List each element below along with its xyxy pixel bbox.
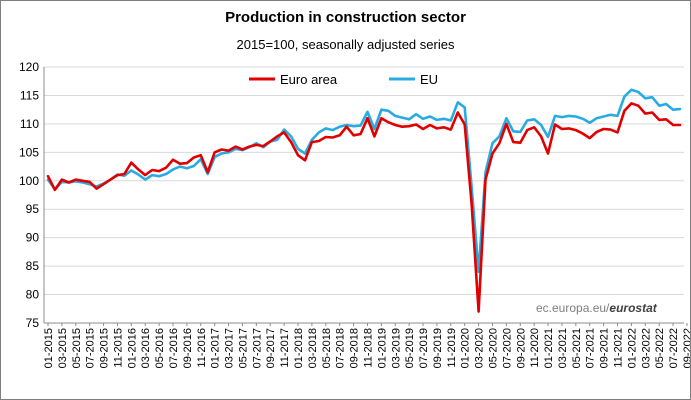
x-tick-label-01-2019: 01-2019 xyxy=(376,328,388,368)
x-tick-label-03-2020: 03-2020 xyxy=(474,328,486,368)
y-tick-label-75: 75 xyxy=(26,316,40,330)
x-tick-label-01-2017: 01-2017 xyxy=(210,328,222,368)
x-tick-label-09-2017: 09-2017 xyxy=(265,328,277,368)
series-line-euro-area xyxy=(46,102,682,313)
x-tick-label-03-2018: 03-2018 xyxy=(307,328,319,368)
x-tick-label-05-2017: 05-2017 xyxy=(237,328,249,368)
x-tick-label-01-2015: 01-2015 xyxy=(43,328,55,368)
x-tick-label-01-2022: 01-2022 xyxy=(626,328,638,368)
source-credit-brand: eurostat xyxy=(609,301,657,315)
x-tick-label-09-2022: 09-2022 xyxy=(682,328,690,368)
x-tick-label-03-2017: 03-2017 xyxy=(224,328,236,368)
x-tick-label-11-2016: 11-2016 xyxy=(196,328,208,368)
x-tick-label-09-2020: 09-2020 xyxy=(515,328,527,368)
y-tick-label-115: 115 xyxy=(20,88,39,102)
x-tick-label-07-2016: 07-2016 xyxy=(168,328,180,368)
x-tick-label-07-2015: 07-2015 xyxy=(85,328,97,368)
x-tick-label-07-2022: 07-2022 xyxy=(668,328,680,368)
y-tick-label-110: 110 xyxy=(20,117,39,131)
y-tick-label-105: 105 xyxy=(19,145,39,159)
x-tick-label-09-2019: 09-2019 xyxy=(432,328,444,368)
x-tick-label-01-2016: 01-2016 xyxy=(126,328,138,368)
x-tick-label-07-2019: 07-2019 xyxy=(418,328,430,368)
x-tick-label-01-2018: 01-2018 xyxy=(293,328,305,368)
x-tick-label-01-2021: 01-2021 xyxy=(543,328,555,368)
x-tick-label-05-2016: 05-2016 xyxy=(154,328,166,368)
x-tick-label-11-2015: 11-2015 xyxy=(112,328,124,368)
legend-label-euro-area: Euro area xyxy=(280,72,338,87)
x-tick-label-03-2016: 03-2016 xyxy=(140,328,152,368)
y-tick-label-90: 90 xyxy=(26,231,40,245)
x-tick-label-07-2018: 07-2018 xyxy=(335,328,347,368)
x-tick-label-09-2016: 09-2016 xyxy=(182,328,194,368)
x-tick-label-07-2021: 07-2021 xyxy=(585,328,597,368)
y-tick-label-80: 80 xyxy=(26,288,40,302)
x-tick-label-07-2017: 07-2017 xyxy=(251,328,263,368)
source-credit-prefix: ec.europa.eu/ xyxy=(536,301,610,315)
x-tick-label-03-2021: 03-2021 xyxy=(557,328,569,368)
x-tick-label-03-2019: 03-2019 xyxy=(390,328,402,368)
x-tick-label-11-2017: 11-2017 xyxy=(279,328,291,368)
series-line-eu xyxy=(46,88,682,274)
x-tick-label-11-2018: 11-2018 xyxy=(362,328,374,368)
x-tick-label-11-2021: 11-2021 xyxy=(612,328,624,368)
chart-subtitle: 2015=100, seasonally adjusted series xyxy=(236,37,455,52)
x-tick-label-05-2015: 05-2015 xyxy=(71,328,83,368)
x-tick-label-05-2022: 05-2022 xyxy=(654,328,666,368)
x-tick-label-05-2020: 05-2020 xyxy=(487,328,499,368)
x-tick-label-09-2021: 09-2021 xyxy=(599,328,611,368)
x-tick-label-07-2020: 07-2020 xyxy=(501,328,513,368)
x-tick-label-01-2020: 01-2020 xyxy=(460,328,472,368)
x-tick-label-09-2015: 09-2015 xyxy=(99,328,111,368)
y-tick-label-120: 120 xyxy=(19,60,39,74)
x-tick-label-09-2018: 09-2018 xyxy=(349,328,361,368)
x-tick-label-11-2020: 11-2020 xyxy=(529,328,541,368)
x-tick-label-03-2022: 03-2022 xyxy=(640,328,652,368)
x-tick-label-11-2019: 11-2019 xyxy=(446,328,458,368)
y-tick-label-95: 95 xyxy=(26,202,40,216)
chart-title: Production in construction sector xyxy=(225,9,466,26)
x-tick-label-05-2018: 05-2018 xyxy=(321,328,333,368)
x-tick-label-03-2015: 03-2015 xyxy=(57,328,69,368)
x-tick-label-05-2019: 05-2019 xyxy=(404,328,416,368)
y-tick-label-85: 85 xyxy=(26,259,40,273)
y-tick-label-100: 100 xyxy=(19,174,39,188)
source-credit: ec.europa.eu/eurostat xyxy=(536,301,657,315)
x-tick-label-05-2021: 05-2021 xyxy=(571,328,583,368)
legend-label-eu: EU xyxy=(420,72,438,87)
